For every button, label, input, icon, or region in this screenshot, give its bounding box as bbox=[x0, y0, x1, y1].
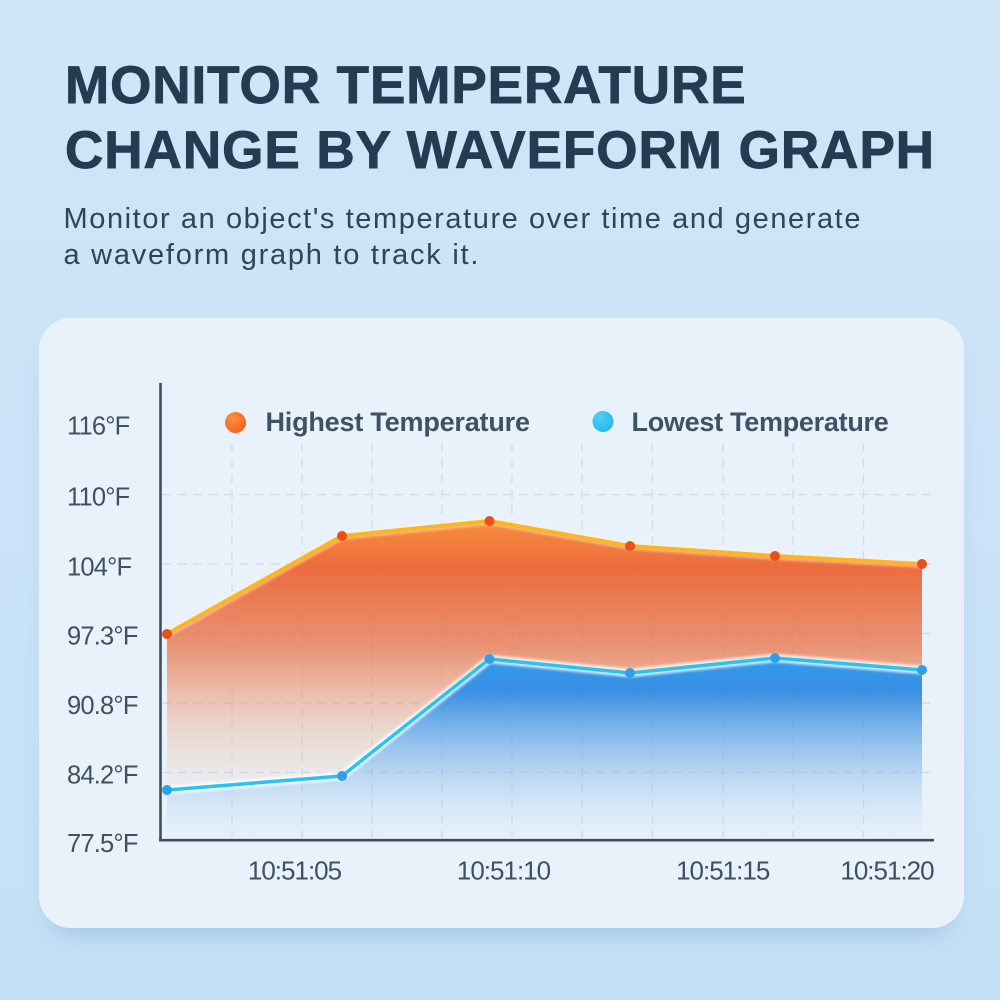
svg-text:10:51:10: 10:51:10 bbox=[457, 856, 551, 886]
svg-text:97.3°F: 97.3°F bbox=[67, 622, 138, 650]
svg-text:10:51:20: 10:51:20 bbox=[840, 856, 934, 886]
svg-text:104°F: 104°F bbox=[67, 553, 132, 581]
svg-text:Lowest Temperature: Lowest Temperature bbox=[632, 407, 889, 437]
svg-text:116°F: 116°F bbox=[67, 412, 130, 440]
svg-text:10:51:05: 10:51:05 bbox=[248, 856, 342, 886]
svg-text:Highest Temperature: Highest Temperature bbox=[266, 407, 530, 437]
svg-text:90.8°F: 90.8°F bbox=[67, 692, 138, 720]
svg-text:110°F: 110°F bbox=[67, 483, 130, 511]
svg-text:10:51:15: 10:51:15 bbox=[676, 856, 770, 886]
svg-text:77.5°F: 77.5°F bbox=[67, 830, 138, 858]
svg-text:84.2°F: 84.2°F bbox=[67, 761, 138, 789]
